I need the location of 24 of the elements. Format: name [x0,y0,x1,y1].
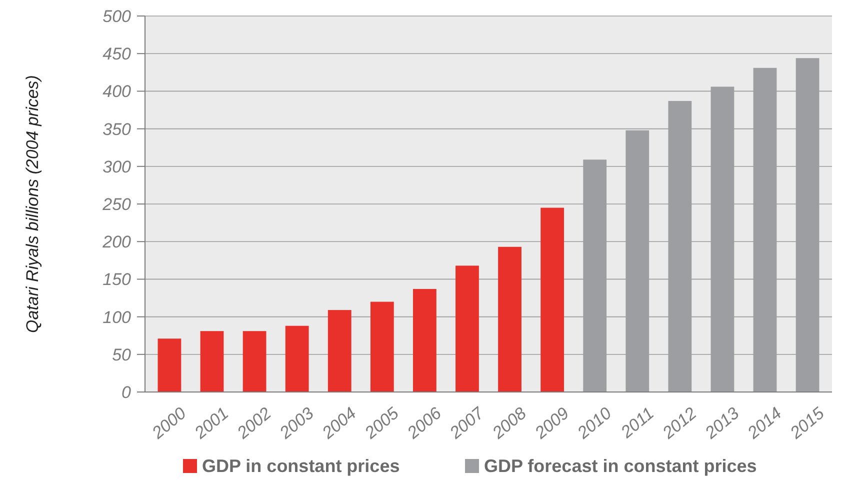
y-tick-label: 0 [122,382,132,402]
bar [540,208,564,392]
y-tick-label: 400 [102,82,132,102]
y-tick-label: 350 [102,120,132,139]
legend-label: GDP in constant prices [202,456,400,476]
y-tick-label: 50 [112,345,132,364]
bar [456,266,479,392]
bar [158,338,182,392]
legend-label: GDP forecast in constant prices [484,456,757,476]
y-tick-label: 450 [102,44,132,64]
bar [285,326,309,392]
y-axis-title: Qatari Riyals billions (2004 prices) [23,75,42,333]
bar [498,246,522,392]
y-tick-label: 250 [102,194,132,214]
y-tick-label: 500 [102,6,132,26]
y-tick-label: 150 [102,270,132,290]
bar [412,288,436,392]
y-tick-label: 300 [102,157,132,176]
y-tick-label: 200 [102,232,132,252]
y-tick-label: 100 [102,308,132,327]
bar [328,310,352,392]
bar [200,331,224,392]
bar [242,331,266,392]
bar [370,302,394,392]
